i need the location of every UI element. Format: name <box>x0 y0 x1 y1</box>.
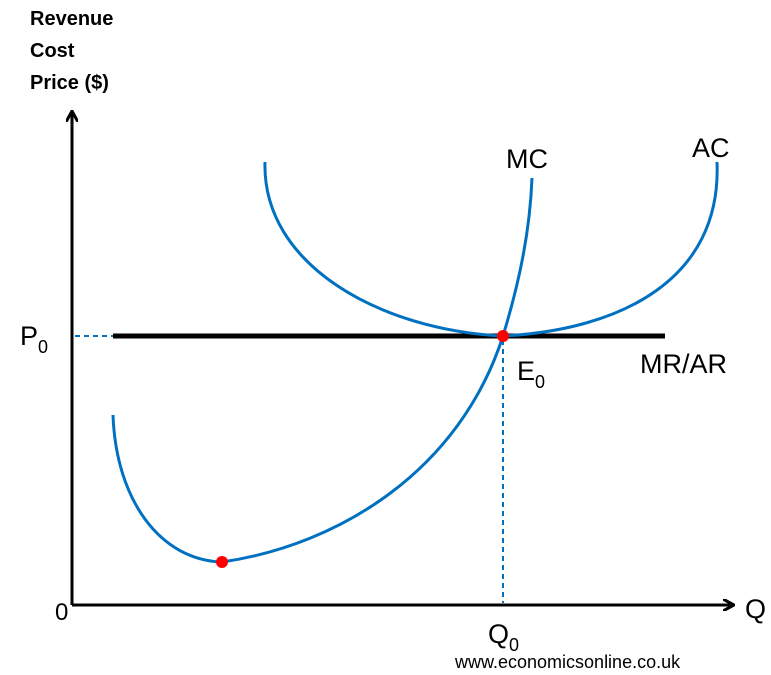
origin-label: 0 <box>55 599 68 626</box>
equilibrium-point <box>497 330 509 342</box>
axis-title-line: Revenue <box>30 8 113 30</box>
axis-title-line: Cost <box>30 40 75 62</box>
e0-label: E0 <box>517 356 545 392</box>
footer-url: www.economicsonline.co.uk <box>454 652 681 672</box>
q0-label: Q0 <box>488 619 519 655</box>
axis-title-line: Price ($) <box>30 72 109 94</box>
mc-minimum-point <box>216 556 228 568</box>
mr-ar-label: MR/AR <box>640 349 727 379</box>
mc-label: MC <box>506 144 548 174</box>
ac-label: AC <box>692 133 730 163</box>
p0-label: P0 <box>20 321 48 357</box>
x-axis-label: Q <box>745 594 766 624</box>
ac-curve <box>263 161 719 338</box>
mc-curve <box>111 177 534 564</box>
